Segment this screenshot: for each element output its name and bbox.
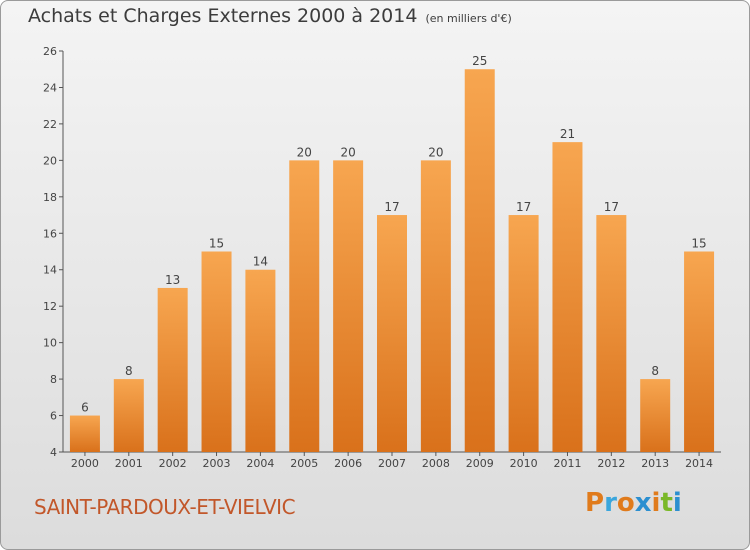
x-tick-label-2009: 2009 <box>466 457 494 470</box>
data-label-2010: 17 <box>516 200 531 214</box>
y-tick-label: 6 <box>50 410 57 423</box>
y-tick-label: 22 <box>43 118 57 131</box>
data-label-2011: 21 <box>560 127 575 141</box>
y-tick-label: 18 <box>43 191 57 204</box>
data-label-2014: 15 <box>691 237 706 251</box>
chart-title: Achats et Charges Externes 2000 à 2014 (e… <box>28 5 512 27</box>
x-tick-label-2003: 2003 <box>203 457 231 470</box>
data-label-2009: 25 <box>472 54 487 68</box>
x-tick-label-2010: 2010 <box>510 457 538 470</box>
proxiti-logo: Proxiti <box>585 488 682 518</box>
bar-2006 <box>333 160 364 452</box>
bar-2004 <box>245 269 276 452</box>
logo-letter: r <box>604 488 617 518</box>
chart-bars: 6 8 13 15 14 20 20 17 20 25 17 21 17 8 15 <box>69 54 715 453</box>
data-label-2007: 17 <box>384 200 399 214</box>
bar-2005 <box>289 160 320 452</box>
data-label-2013: 8 <box>651 364 659 378</box>
x-tick-label-2011: 2011 <box>553 457 581 470</box>
bar-2010 <box>508 215 539 452</box>
x-tick-label-2006: 2006 <box>334 457 362 470</box>
logo-letter: P <box>585 488 605 518</box>
bar-2003 <box>201 251 232 452</box>
chart-unit: (en milliers d'€) <box>425 12 512 25</box>
x-tick-label-2002: 2002 <box>159 457 187 470</box>
y-tick-label: 24 <box>43 81 57 94</box>
bar-2000 <box>69 415 100 452</box>
logo-letter: i <box>651 488 661 518</box>
x-tick-label-2004: 2004 <box>246 457 274 470</box>
data-label-2002: 13 <box>165 273 180 287</box>
y-tick-label: 12 <box>43 300 57 313</box>
logo-letter: t <box>660 488 673 518</box>
bar-2001 <box>113 379 144 452</box>
data-label-2008: 20 <box>428 145 443 159</box>
x-tick-label-2014: 2014 <box>685 457 713 470</box>
bar-2002 <box>157 287 188 452</box>
x-tick-label-2012: 2012 <box>597 457 625 470</box>
x-tick-label-2005: 2005 <box>290 457 318 470</box>
bar-2011 <box>552 142 583 453</box>
y-tick-label: 4 <box>50 446 57 459</box>
data-label-2012: 17 <box>604 200 619 214</box>
x-tick-label-2001: 2001 <box>115 457 143 470</box>
bar-2013 <box>640 379 671 452</box>
y-tick-label: 14 <box>43 264 57 277</box>
logo-letter: o <box>616 488 635 518</box>
bar-2007 <box>377 215 407 452</box>
data-label-2004: 14 <box>253 255 268 269</box>
x-tick-label-2007: 2007 <box>378 457 406 470</box>
commune-name: SAINT-PARDOUX-ET-VIELVIC <box>34 495 296 519</box>
y-tick-label: 16 <box>43 227 57 240</box>
chart-title-text: Achats et Charges Externes 2000 à 2014 <box>28 5 418 27</box>
y-tick-label: 8 <box>50 373 57 386</box>
data-label-2006: 20 <box>340 145 355 159</box>
bar-2012 <box>596 215 627 452</box>
data-label-2003: 15 <box>209 237 224 251</box>
x-tick-label-2013: 2013 <box>641 457 669 470</box>
data-label-2005: 20 <box>297 145 312 159</box>
bar-2009 <box>464 69 495 453</box>
logo-letter: x <box>634 488 652 518</box>
bar-2014 <box>684 251 715 452</box>
x-tick-label-2000: 2000 <box>71 457 99 470</box>
x-tick-label-2008: 2008 <box>422 457 450 470</box>
data-label-2000: 6 <box>81 401 89 415</box>
y-tick-label: 26 <box>43 45 57 58</box>
data-label-2001: 8 <box>125 364 133 378</box>
logo-letter: i <box>672 488 682 518</box>
y-tick-label: 20 <box>43 154 57 167</box>
bar-2008 <box>420 160 451 452</box>
y-tick-label: 10 <box>43 337 57 350</box>
